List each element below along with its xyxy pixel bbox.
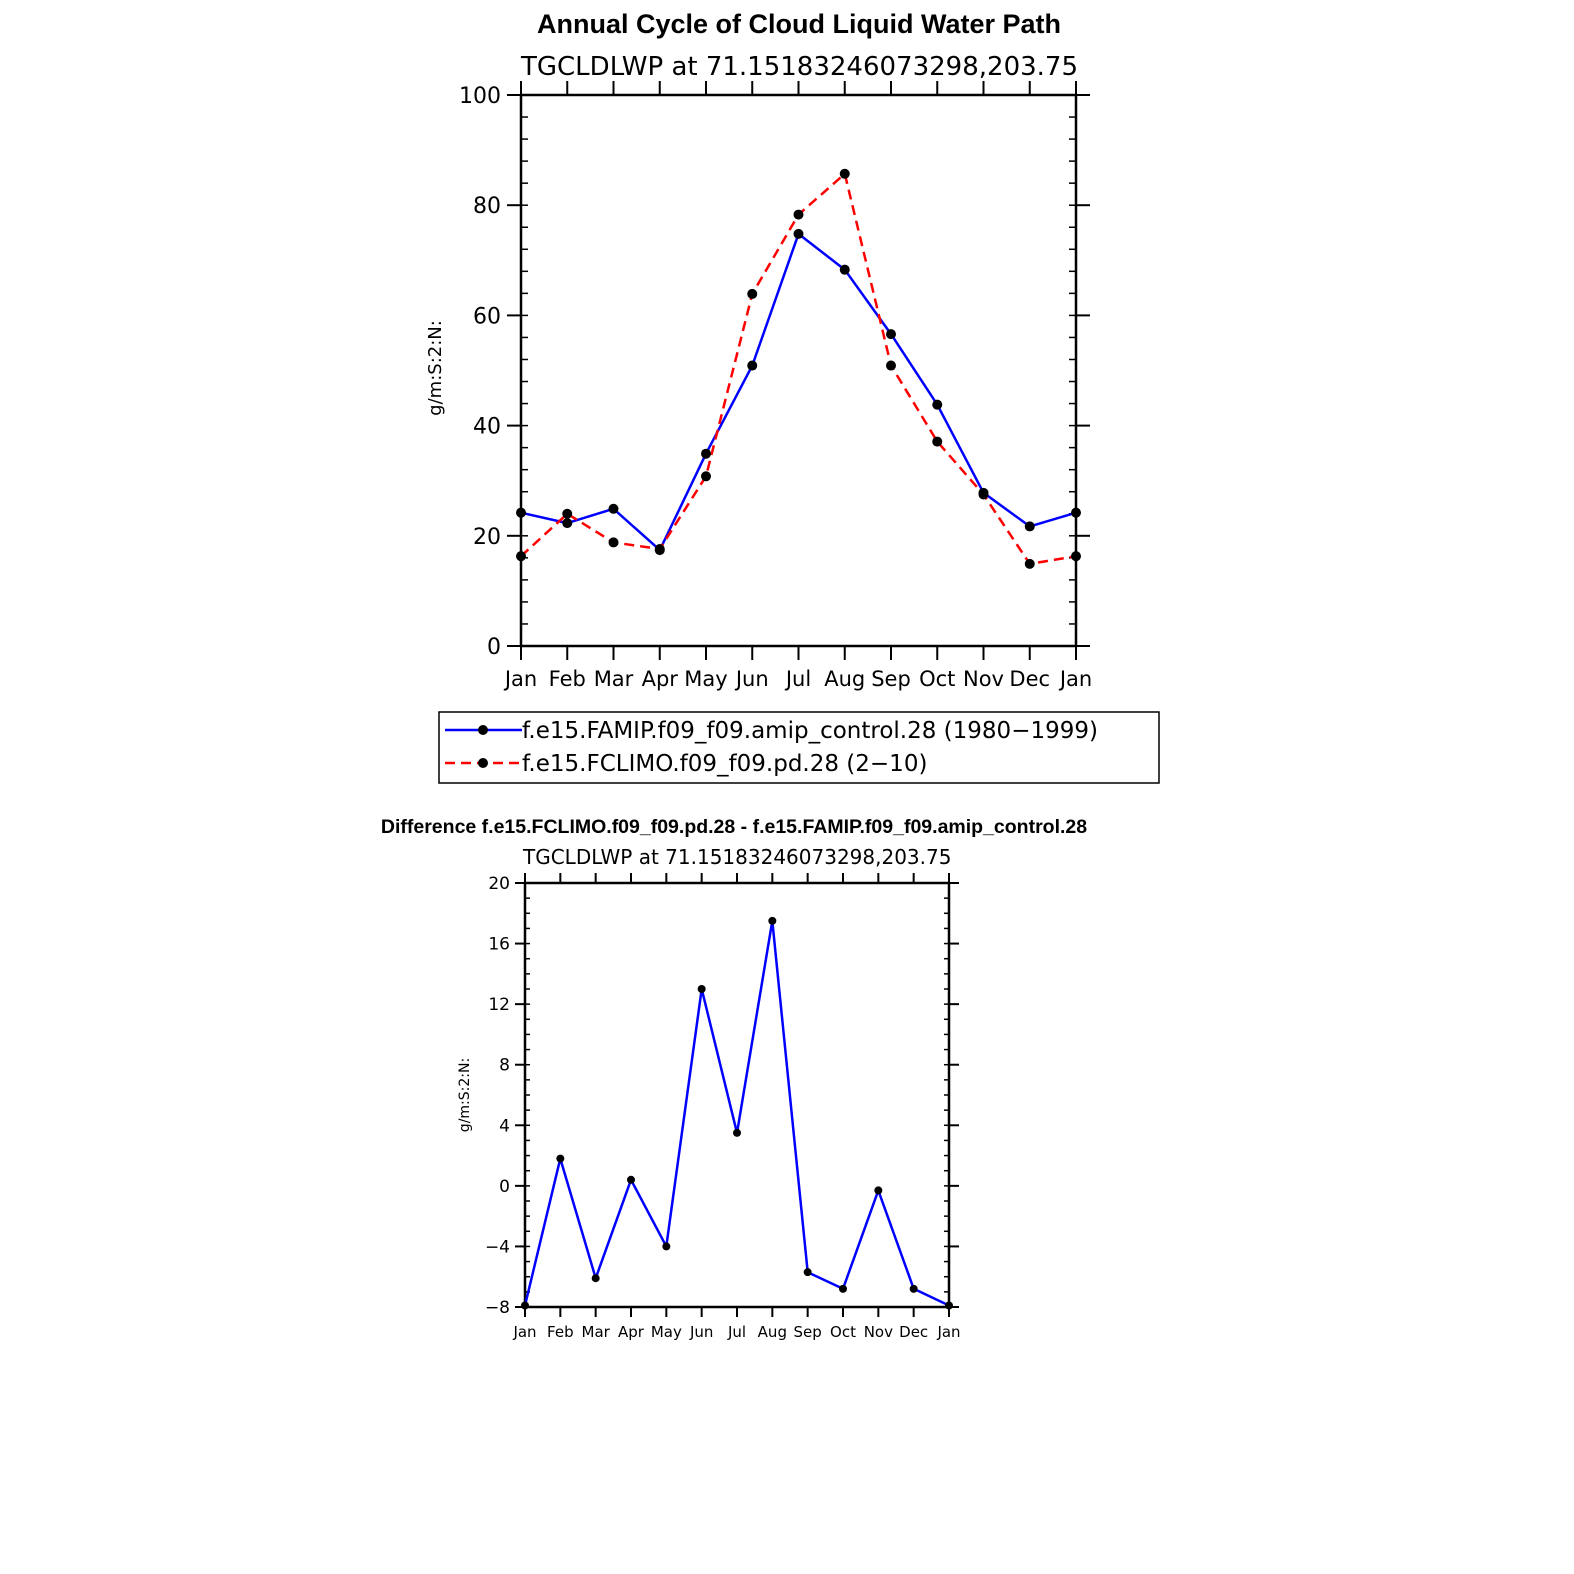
y-tick-label: 100 xyxy=(459,84,501,109)
data-point xyxy=(521,1301,529,1310)
x-tick-label: Apr xyxy=(618,1323,645,1341)
data-point xyxy=(886,329,896,340)
x-tick-label: Jul xyxy=(784,667,811,691)
data-point xyxy=(627,1175,635,1184)
main-chart-ylabel: g/m:S:2:N: xyxy=(425,320,446,416)
diff-chart-frame xyxy=(523,881,951,1309)
data-point xyxy=(793,228,804,239)
series-line-1 xyxy=(520,232,1077,552)
data-point xyxy=(516,551,526,562)
x-tick-label: Jul xyxy=(727,1323,746,1341)
x-tick-label: Jan xyxy=(503,667,537,691)
y-tick-label: 20 xyxy=(473,525,501,550)
data-point xyxy=(608,537,619,548)
x-tick-label: May xyxy=(651,1323,682,1341)
y-tick-label: 60 xyxy=(473,304,501,329)
legend-box xyxy=(438,711,1160,784)
data-point xyxy=(562,508,573,519)
y-tick-label: 20 xyxy=(488,874,510,894)
x-tick-label: Dec xyxy=(1009,667,1050,691)
main-chart-plot: Jan Feb Mar Apr May Jun Jul Aug Sep Oct Nov Dec Jan … xyxy=(459,81,1092,691)
y-tick-label: 40 xyxy=(473,415,501,440)
data-point xyxy=(562,518,573,529)
main-chart-frame xyxy=(519,93,1078,648)
x-tick-label: Mar xyxy=(582,1323,611,1341)
data-point xyxy=(1024,521,1035,532)
data-point xyxy=(1024,558,1035,569)
x-tick-label: Mar xyxy=(594,667,634,691)
data-point xyxy=(839,264,850,275)
data-point xyxy=(654,544,665,555)
data-point xyxy=(516,507,526,518)
x-tick-label: Nov xyxy=(864,1323,893,1341)
data-point xyxy=(793,209,804,220)
x-tick-label: Feb xyxy=(547,1323,574,1341)
data-point xyxy=(839,1284,847,1293)
series-line-1 xyxy=(523,919,950,1307)
x-tick-label: Sep xyxy=(871,667,911,691)
data-point xyxy=(591,1274,600,1283)
y-tick-label: 0 xyxy=(499,1177,510,1197)
y-tick-label: −4 xyxy=(485,1237,510,1257)
x-tick-label: Aug xyxy=(824,667,865,691)
y-tick-label: 12 xyxy=(488,995,510,1015)
main-chart-title: Annual Cycle of Cloud Liquid Water Path xyxy=(537,9,1061,39)
x-tick-label: Jan xyxy=(512,1323,536,1341)
data-point xyxy=(768,916,777,925)
data-point xyxy=(874,1186,883,1195)
data-point xyxy=(747,288,758,299)
data-point xyxy=(556,1154,565,1163)
data-point xyxy=(747,360,758,371)
data-point xyxy=(932,399,943,410)
diff-chart-ylabel: g/m:S:2:N: xyxy=(457,1058,473,1132)
x-tick-label: May xyxy=(684,667,727,691)
legend-fclimo-label: f.e15.FCLIMO.f09_f09.pd.28 (2−10) xyxy=(522,751,927,777)
diff-chart-title: Difference f.e15.FCLIMO.f09_f09.pd.28 - … xyxy=(381,816,1087,838)
data-point xyxy=(1071,551,1081,562)
x-tick-label: Feb xyxy=(549,667,586,691)
main-chart-subtitle: TGCLDLWP at 71.15183246073298,203.75 xyxy=(520,52,1078,82)
data-point xyxy=(886,360,896,371)
legend-famip-marker xyxy=(478,725,488,735)
x-tick-label: Jan xyxy=(936,1323,960,1341)
y-tick-label: 0 xyxy=(487,635,501,660)
legend-famip-label: f.e15.FAMIP.f09_f09.amip_control.28 (198… xyxy=(522,718,1098,744)
data-point xyxy=(662,1242,671,1251)
x-tick-label: Dec xyxy=(899,1323,928,1341)
y-tick-label: −8 xyxy=(485,1298,510,1318)
y-tick-label: 80 xyxy=(473,194,501,219)
x-tick-label: Jan xyxy=(1058,667,1092,691)
data-point xyxy=(1071,507,1081,518)
data-point xyxy=(733,1128,741,1137)
legend-fclimo-marker xyxy=(478,758,488,768)
x-tick-label: Oct xyxy=(830,1323,856,1341)
data-point xyxy=(945,1301,953,1310)
data-point xyxy=(909,1284,918,1293)
main-chart-legend: f.e15.FAMIP.f09_f09.amip_control.28 (198… xyxy=(438,711,1160,784)
data-point xyxy=(608,503,619,514)
x-tick-label: Sep xyxy=(794,1323,822,1341)
x-tick-label: Apr xyxy=(642,667,679,691)
x-tick-label: Aug xyxy=(758,1323,787,1341)
data-point xyxy=(978,489,989,500)
data-point xyxy=(697,985,706,993)
data-point xyxy=(701,448,711,459)
diff-chart-plot: Jan Feb Mar Apr May Jun Jul Aug Sep Oct Nov Dec Jan … xyxy=(485,873,961,1341)
x-tick-label: Oct xyxy=(919,667,955,691)
diff-chart-subtitle: TGCLDLWP at 71.15183246073298,203.75 xyxy=(522,845,951,869)
y-tick-label: 4 xyxy=(499,1116,510,1136)
data-point xyxy=(803,1268,812,1277)
data-point xyxy=(839,168,850,179)
y-tick-label: 16 xyxy=(488,935,510,955)
x-tick-label: Jun xyxy=(689,1323,713,1341)
x-tick-label: Nov xyxy=(963,667,1004,691)
y-tick-label: 8 xyxy=(499,1056,510,1076)
data-point xyxy=(932,436,943,447)
data-point xyxy=(701,471,711,482)
x-tick-label: Jun xyxy=(734,667,769,691)
